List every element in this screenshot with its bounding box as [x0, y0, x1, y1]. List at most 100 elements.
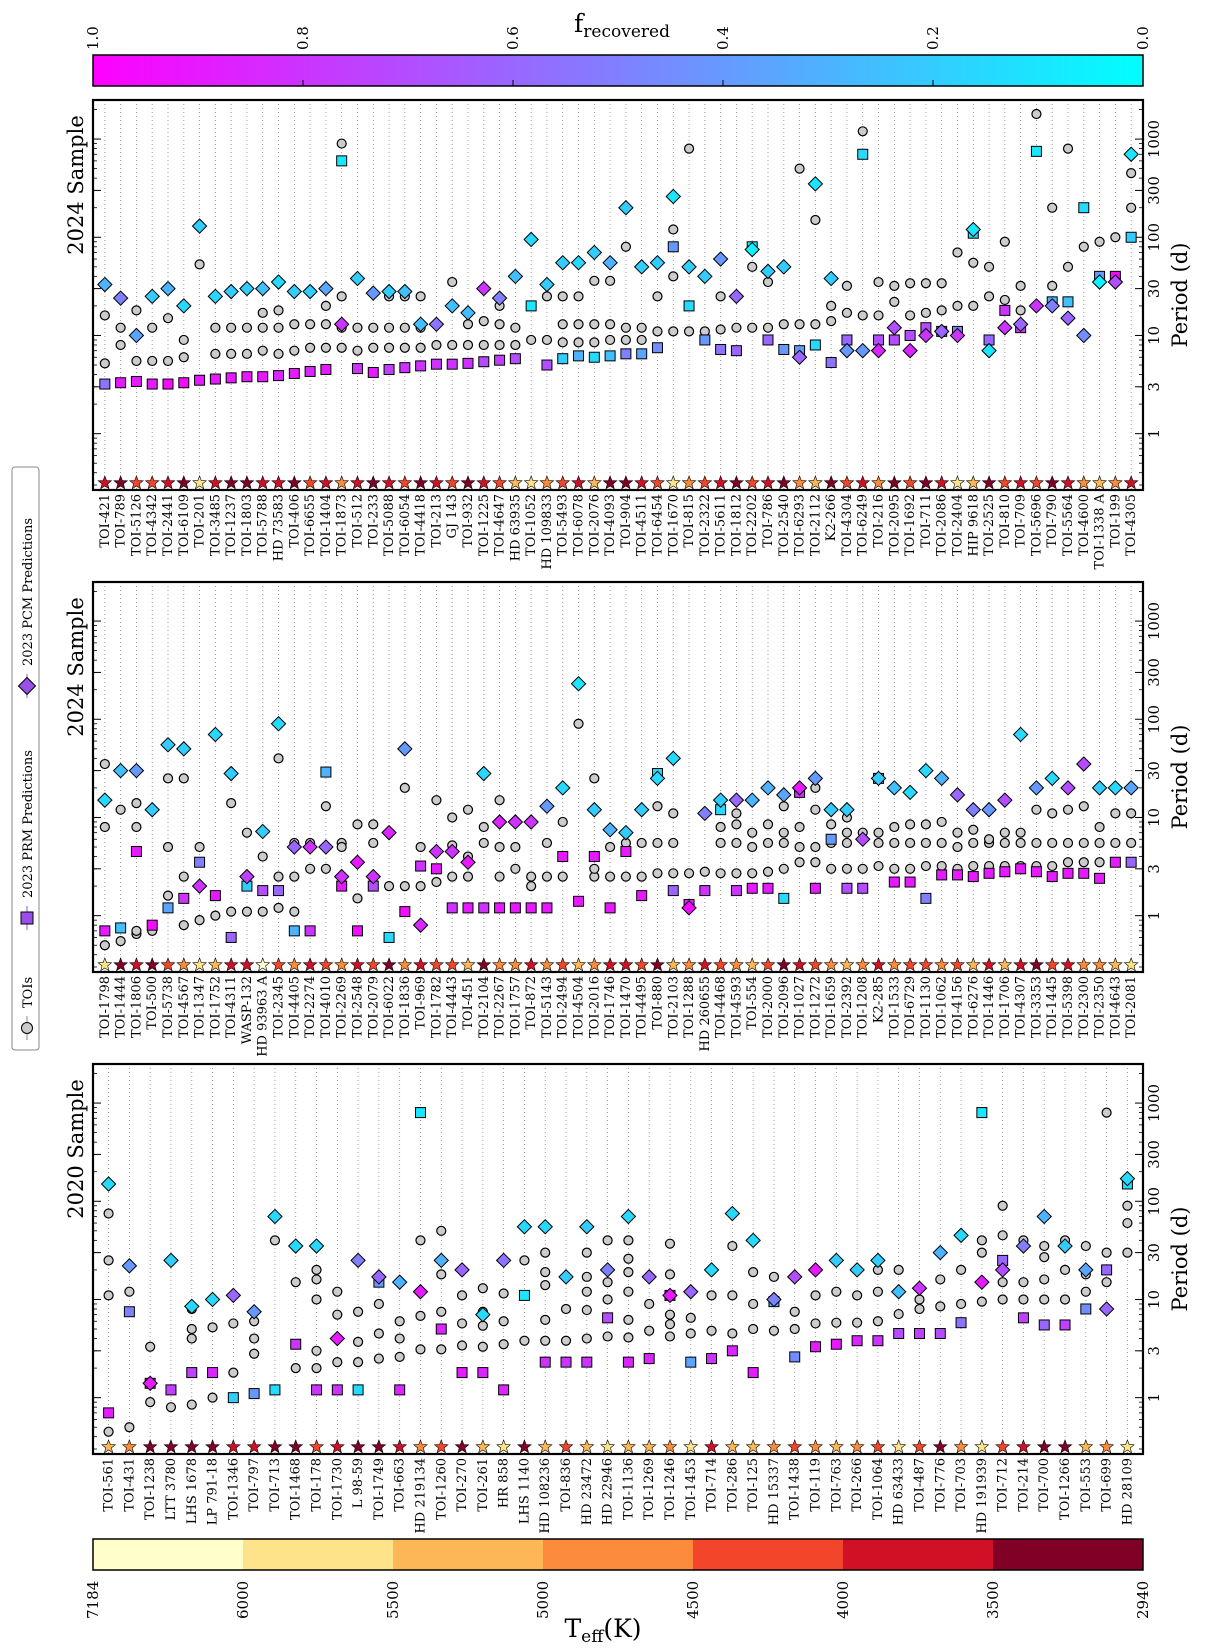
host-star-marker — [475, 1439, 491, 1454]
pcm-prediction — [207, 288, 224, 305]
prm-prediction — [622, 1356, 634, 1368]
toi-point — [952, 841, 963, 853]
pcm-prediction — [570, 675, 587, 692]
prm-prediction — [809, 882, 821, 894]
frecovered-label: frecovered — [574, 9, 670, 42]
host-star-marker — [239, 957, 255, 972]
toi-point — [685, 1328, 696, 1339]
host-star-marker — [870, 1439, 886, 1454]
host-star-marker — [776, 475, 792, 490]
toi-point — [826, 300, 837, 312]
host-star-marker — [571, 957, 587, 972]
toi-point — [320, 801, 331, 812]
y-axis-label: Period (d) — [1168, 1207, 1192, 1312]
host-star-marker — [745, 1439, 761, 1454]
pcm-prediction — [329, 1330, 346, 1347]
pcm-prediction — [1123, 146, 1139, 163]
system-label: TOI-2103 — [666, 976, 681, 1038]
pcm-prediction — [523, 231, 539, 248]
pcm-prediction — [886, 780, 903, 796]
toi-point — [124, 1422, 135, 1433]
prm-prediction — [762, 334, 774, 346]
prm-prediction — [1062, 296, 1074, 308]
toi-point — [668, 224, 679, 235]
pcm-prediction — [649, 254, 666, 271]
prm-prediction — [207, 1367, 219, 1379]
prm-prediction — [352, 1384, 364, 1396]
teff-colorbar-bar — [93, 1539, 1144, 1570]
host-star-marker — [1076, 475, 1092, 490]
toi-point — [1110, 232, 1121, 243]
toi-point — [652, 868, 663, 879]
pcm-prediction — [823, 801, 839, 818]
system-label: TOI-1062 — [935, 976, 950, 1038]
pcm-prediction — [724, 1205, 741, 1222]
toi-point — [826, 316, 837, 327]
host-star-marker — [350, 1439, 366, 1454]
pcm-prediction — [997, 319, 1013, 336]
y-tick-label: 1000 — [1145, 120, 1163, 158]
host-star-marker — [192, 475, 208, 490]
toi-point — [162, 890, 174, 901]
prm-prediction — [446, 902, 458, 914]
prm-prediction — [146, 919, 158, 931]
system-label: GJ 143 — [445, 494, 460, 539]
host-star-marker — [665, 957, 681, 972]
host-star-marker — [911, 1439, 927, 1454]
pcm-prediction — [633, 801, 650, 818]
pcm-prediction — [791, 349, 808, 366]
pcm-prediction — [381, 283, 397, 300]
host-star-marker — [1076, 957, 1092, 972]
system-label: TOI-1730 — [330, 1458, 345, 1520]
pcm-prediction — [239, 868, 255, 885]
toi-point — [1047, 808, 1058, 819]
toi-point — [715, 324, 726, 335]
toi-point — [194, 841, 205, 853]
toi-point — [510, 339, 521, 351]
y-tick-label: 100 — [1145, 223, 1163, 252]
prm-prediction — [103, 1407, 115, 1419]
toi-point — [373, 1298, 384, 1310]
toi-point — [226, 906, 237, 917]
host-star-marker — [665, 475, 681, 490]
pcm-prediction — [745, 1232, 761, 1249]
system-label: TOI-2076 — [587, 494, 602, 556]
system-label: HD 191939 — [975, 1458, 990, 1534]
toi-point — [1059, 1294, 1071, 1305]
y-tick-label: 3 — [1145, 1346, 1163, 1356]
pcm-prediction — [807, 770, 824, 787]
toi-point — [905, 278, 916, 289]
toi-point — [652, 801, 663, 812]
toi-point — [644, 1325, 655, 1336]
toi-point — [383, 880, 395, 892]
toi-point — [273, 348, 284, 359]
toi-point — [560, 1303, 572, 1315]
system-label: TOI-1757 — [508, 976, 523, 1038]
system-label: TOI-4418 — [414, 494, 429, 556]
toi-point — [652, 837, 663, 849]
host-star-marker — [1099, 1439, 1115, 1454]
pcm-prediction — [97, 792, 113, 808]
prm-prediction — [557, 851, 569, 863]
host-star-marker — [176, 475, 192, 490]
legend-box — [11, 466, 40, 1051]
system-label: TOI-1208 — [856, 976, 871, 1038]
toi-point — [477, 1320, 488, 1331]
system-label: TOI-487 — [912, 1458, 927, 1512]
host-star-marker — [476, 957, 492, 972]
host-star-marker — [412, 1439, 428, 1454]
toi-point — [841, 827, 853, 838]
pcm-prediction — [412, 316, 429, 333]
toi-point — [436, 1344, 447, 1355]
pcm-prediction — [949, 327, 966, 344]
pcm-prediction — [849, 1262, 865, 1278]
toi-point — [955, 1264, 967, 1276]
toi-point — [447, 871, 458, 882]
pcm-prediction — [397, 283, 413, 300]
pcm-prediction — [570, 254, 587, 271]
toi-point — [311, 1274, 322, 1285]
pcm-prediction — [191, 878, 208, 894]
toi-point — [581, 1304, 592, 1316]
system-label: TOI-4307 — [1014, 976, 1029, 1038]
prm-prediction — [146, 378, 158, 390]
